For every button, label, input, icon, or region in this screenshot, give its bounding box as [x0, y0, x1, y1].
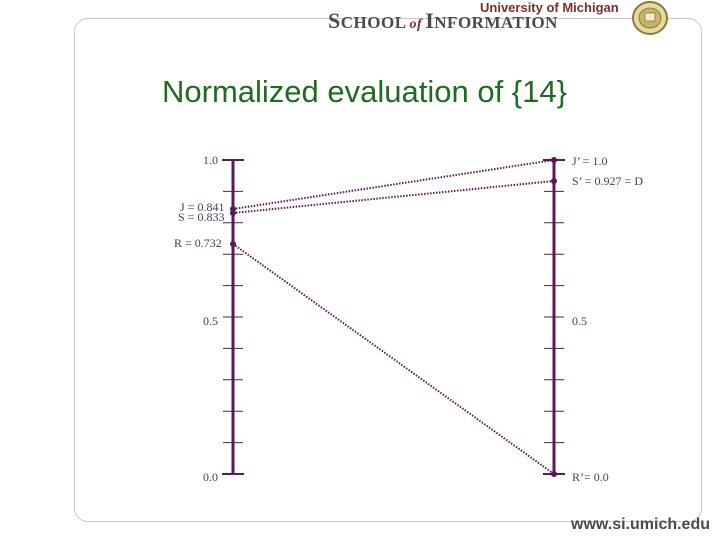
left-tick-label-0: 0.0	[203, 470, 218, 484]
school-word-of: of	[409, 17, 423, 32]
university-seal-icon	[632, 1, 668, 35]
connector-r	[232, 243, 555, 475]
label-j: J = 0.841	[180, 200, 224, 214]
label-j-prime: J’ = 1.0	[572, 154, 608, 168]
left-tick-label-05: 0.5	[203, 314, 218, 328]
footer-url: www.si.umich.edu	[571, 516, 710, 533]
label-r: R = 0.732	[174, 236, 222, 250]
school-initial-s: S	[328, 8, 341, 33]
point-s-prime	[551, 178, 557, 184]
connector-j	[232, 159, 555, 210]
left-tick-label-1: 1.0	[203, 153, 218, 167]
school-name: SCHOOL of INFORMATION	[328, 8, 558, 34]
point-r	[230, 241, 236, 247]
point-j-prime	[551, 157, 557, 163]
point-r-prime	[551, 471, 557, 477]
label-s-prime: S’ = 0.927 = D	[572, 174, 643, 188]
university-name: University of Michigan	[480, 0, 619, 15]
right-axis-ticks	[544, 190, 564, 444]
school-word-chool: CHOOL	[340, 13, 407, 32]
label-s: S = 0.833	[178, 210, 224, 224]
left-axis-ticks	[223, 190, 243, 444]
point-s	[230, 210, 236, 216]
connector-s	[232, 180, 555, 214]
label-r-prime: R’= 0.0	[572, 470, 609, 484]
slide-title: Normalized evaluation of {14}	[162, 74, 567, 109]
school-word-nformation: NFORMATION	[434, 13, 558, 32]
school-initial-i: I	[425, 8, 435, 33]
slide-frame	[74, 18, 702, 522]
right-tick-label-05: 0.5	[572, 314, 587, 328]
